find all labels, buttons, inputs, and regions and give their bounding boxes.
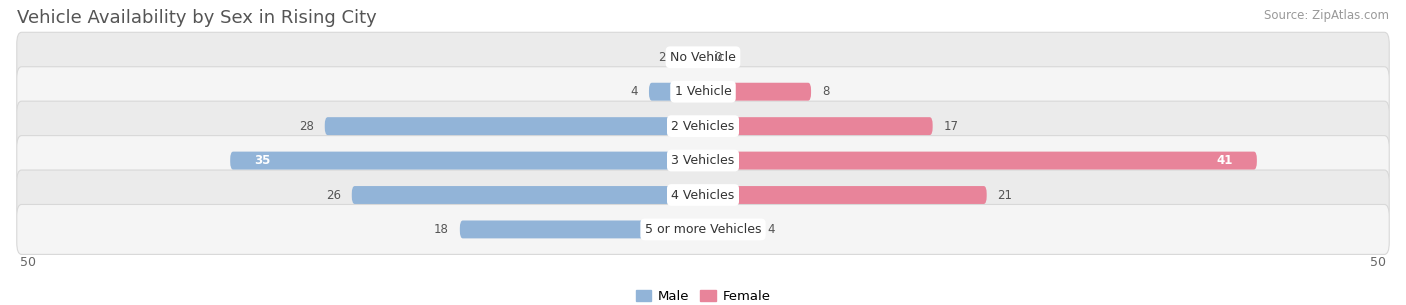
FancyBboxPatch shape	[703, 186, 987, 204]
FancyBboxPatch shape	[325, 117, 703, 135]
FancyBboxPatch shape	[676, 48, 703, 66]
Text: 21: 21	[997, 188, 1012, 202]
Text: 28: 28	[299, 120, 314, 133]
Text: 17: 17	[943, 120, 959, 133]
Text: 4: 4	[631, 85, 638, 98]
Text: 35: 35	[254, 154, 271, 167]
Text: 8: 8	[823, 85, 830, 98]
Text: 5 or more Vehicles: 5 or more Vehicles	[645, 223, 761, 236]
FancyBboxPatch shape	[703, 221, 756, 239]
FancyBboxPatch shape	[17, 101, 1389, 151]
Text: 0: 0	[714, 51, 721, 64]
Text: 2: 2	[658, 51, 665, 64]
FancyBboxPatch shape	[17, 136, 1389, 185]
Text: 3 Vehicles: 3 Vehicles	[672, 154, 734, 167]
FancyBboxPatch shape	[17, 32, 1389, 82]
FancyBboxPatch shape	[703, 117, 932, 135]
Text: No Vehicle: No Vehicle	[671, 51, 735, 64]
FancyBboxPatch shape	[703, 83, 811, 101]
Text: 1 Vehicle: 1 Vehicle	[675, 85, 731, 98]
Text: 41: 41	[1216, 154, 1233, 167]
FancyBboxPatch shape	[703, 152, 1257, 170]
Text: 18: 18	[434, 223, 449, 236]
Text: 26: 26	[326, 188, 342, 202]
Legend: Male, Female: Male, Female	[636, 290, 770, 303]
FancyBboxPatch shape	[17, 204, 1389, 254]
FancyBboxPatch shape	[650, 83, 703, 101]
FancyBboxPatch shape	[460, 221, 703, 239]
Text: Source: ZipAtlas.com: Source: ZipAtlas.com	[1264, 9, 1389, 22]
Text: 4 Vehicles: 4 Vehicles	[672, 188, 734, 202]
Text: 2 Vehicles: 2 Vehicles	[672, 120, 734, 133]
FancyBboxPatch shape	[17, 170, 1389, 220]
Text: 4: 4	[768, 223, 775, 236]
Text: Vehicle Availability by Sex in Rising City: Vehicle Availability by Sex in Rising Ci…	[17, 9, 377, 27]
FancyBboxPatch shape	[352, 186, 703, 204]
FancyBboxPatch shape	[17, 67, 1389, 117]
FancyBboxPatch shape	[231, 152, 703, 170]
